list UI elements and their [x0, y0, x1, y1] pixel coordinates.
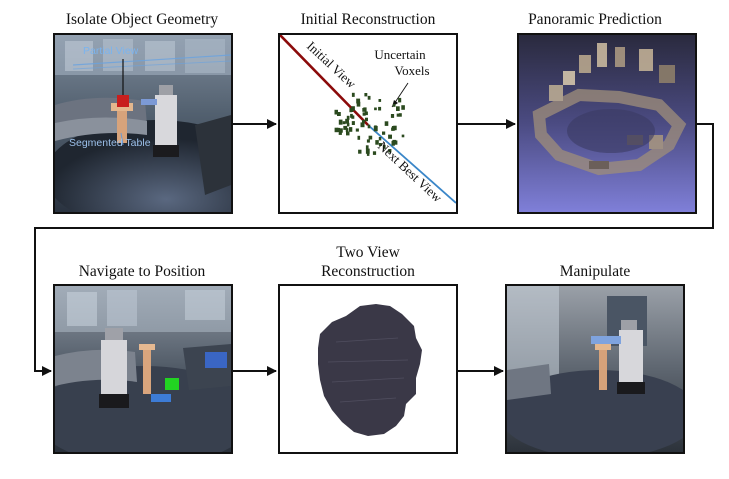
initial-reconstruction-plot: Initial View Next Best View Uncertain Vo… — [280, 35, 456, 206]
voxel — [382, 131, 386, 135]
voxel — [345, 118, 349, 124]
panel-two-view-reconstruction — [278, 284, 458, 454]
voxel — [392, 103, 396, 107]
next-best-view-line — [367, 124, 456, 204]
voxel — [365, 145, 369, 150]
voxel — [382, 144, 386, 149]
voxel — [357, 135, 361, 140]
voxel — [368, 135, 373, 140]
voxel — [362, 108, 366, 112]
voxel — [378, 137, 382, 141]
voxel — [338, 119, 343, 125]
voxel — [384, 121, 389, 126]
panel-title-isolate: Isolate Object Geometry — [65, 11, 219, 28]
manipulate-scene-image — [507, 286, 683, 452]
uncertain-label-line2: Voxels — [394, 63, 429, 78]
voxel — [373, 125, 378, 132]
voxel — [334, 109, 338, 115]
panel-manipulate — [505, 284, 685, 454]
voxel — [374, 125, 377, 129]
voxel — [365, 117, 368, 122]
isolate-scene-image — [55, 35, 231, 212]
voxel — [346, 115, 350, 120]
voxel — [339, 128, 343, 133]
voxel — [349, 108, 352, 113]
voxel — [365, 148, 370, 154]
voxel — [351, 121, 355, 125]
panel-panoramic-prediction — [517, 33, 697, 214]
panel-title-manipulate: Manipulate — [559, 263, 631, 280]
voxel — [337, 112, 341, 116]
uncertain-voxels — [334, 92, 405, 156]
panel-navigate-position — [53, 284, 233, 454]
voxel — [372, 151, 377, 155]
panel-initial-reconstruction: Initial View Next Best View Uncertain Vo… — [278, 33, 458, 214]
panel-title-navigate: Navigate to Position — [78, 263, 206, 280]
reconstruction-blob — [318, 304, 422, 436]
voxel — [396, 113, 400, 117]
voxel — [351, 92, 355, 97]
voxel — [388, 134, 392, 139]
voxel — [345, 128, 349, 132]
voxel — [338, 131, 342, 135]
panel-title-two-view-line1: Two View — [336, 244, 400, 261]
voxel — [390, 114, 395, 118]
voxel — [364, 111, 368, 116]
voxel — [396, 106, 400, 111]
panel-title-panoramic: Panoramic Prediction — [528, 11, 662, 28]
segmented-table-label: Segmented Table — [69, 137, 151, 149]
voxel — [378, 106, 382, 111]
voxel — [367, 124, 371, 129]
voxel — [374, 107, 377, 111]
voxel — [351, 106, 355, 111]
voxel — [358, 149, 362, 154]
voxel — [364, 93, 368, 97]
voxel — [355, 128, 359, 132]
voxel — [362, 112, 366, 116]
navigate-scene-image — [55, 286, 231, 452]
voxel — [388, 149, 392, 153]
voxel — [334, 127, 339, 133]
voxel — [378, 143, 382, 146]
voxel — [342, 121, 346, 125]
voxel — [349, 127, 353, 132]
voxel — [351, 115, 355, 119]
two-view-reconstruction-plot — [318, 304, 422, 436]
voxel — [356, 98, 361, 104]
voxel — [343, 125, 348, 130]
voxel — [360, 122, 365, 128]
arrow-panoramic-to-navigate — [34, 123, 714, 376]
voxel — [375, 140, 379, 145]
panel-title-two-view-line2: Reconstruction — [321, 263, 415, 280]
voxel — [366, 139, 370, 143]
voxel — [398, 113, 402, 117]
voxel — [362, 119, 365, 124]
voxel — [346, 131, 350, 136]
uncertain-label-line1: Uncertain — [374, 47, 426, 62]
voxel — [401, 105, 405, 110]
voxel — [336, 127, 341, 132]
voxel — [367, 95, 371, 100]
panel-isolate-geometry: Partial View Segmented Table — [53, 33, 233, 214]
partial-view-label: Partial View — [83, 45, 139, 57]
panel-title-initial: Initial Reconstruction — [300, 11, 436, 28]
voxel — [378, 99, 382, 102]
voxel — [391, 126, 396, 131]
voxel — [346, 122, 350, 127]
voxel — [401, 134, 405, 138]
voxel — [391, 140, 395, 146]
voxel — [356, 101, 361, 107]
voxel — [398, 97, 402, 103]
panoramic-prediction-image — [519, 35, 695, 212]
voxel — [366, 152, 370, 156]
